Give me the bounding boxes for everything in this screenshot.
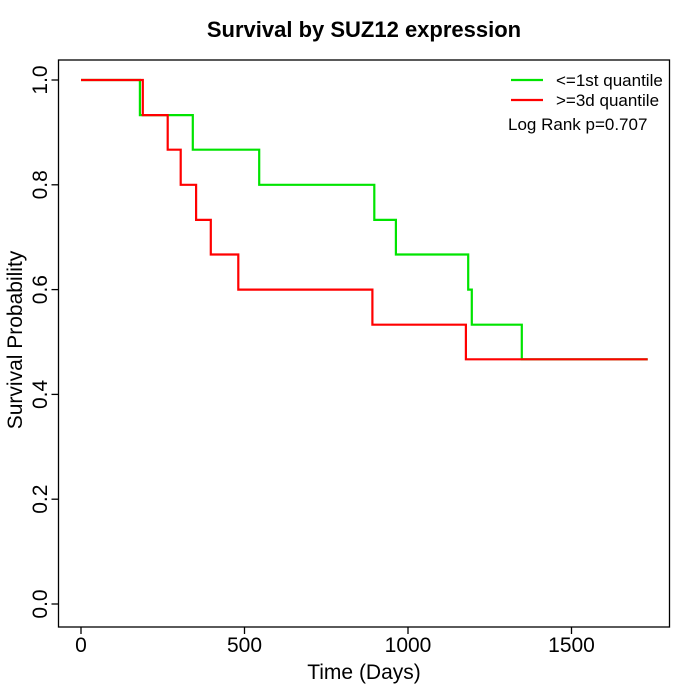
log-rank-annotation: Log Rank p=0.707 [508, 115, 647, 134]
y-tick-label: 0.0 [29, 589, 52, 618]
legend: <=1st quantile >=3d quantile Log Rank p=… [508, 71, 663, 134]
x-tick-label: 500 [227, 634, 262, 657]
legend-label-third-quantile: >=3d quantile [556, 91, 659, 110]
plot-box [57, 59, 671, 628]
survival-curve-1 [81, 78, 648, 361]
y-tick-label: 0.8 [29, 170, 52, 199]
y-tick-label: 0.4 [29, 379, 52, 409]
y-tick-label: 1.0 [29, 65, 52, 94]
x-tick-label: 0 [75, 634, 87, 657]
survival-curve-0 [81, 78, 648, 361]
x-axis-title: Time (Days) [307, 661, 421, 684]
y-tick-label: 0.2 [29, 485, 52, 514]
x-tick-label: 1000 [385, 634, 432, 657]
chart-title: Survival by SUZ12 expression [207, 17, 521, 42]
y-axis-title: Survival Probability [4, 250, 27, 429]
curves-layer [81, 78, 648, 361]
axes-layer: 0 500 1000 1500 0.0 0.2 0.4 0.6 0.8 1.0 [29, 59, 671, 657]
legend-label-first-quantile: <=1st quantile [556, 71, 663, 90]
y-tick-label: 0.6 [29, 275, 52, 304]
x-tick-label: 1500 [548, 634, 595, 657]
